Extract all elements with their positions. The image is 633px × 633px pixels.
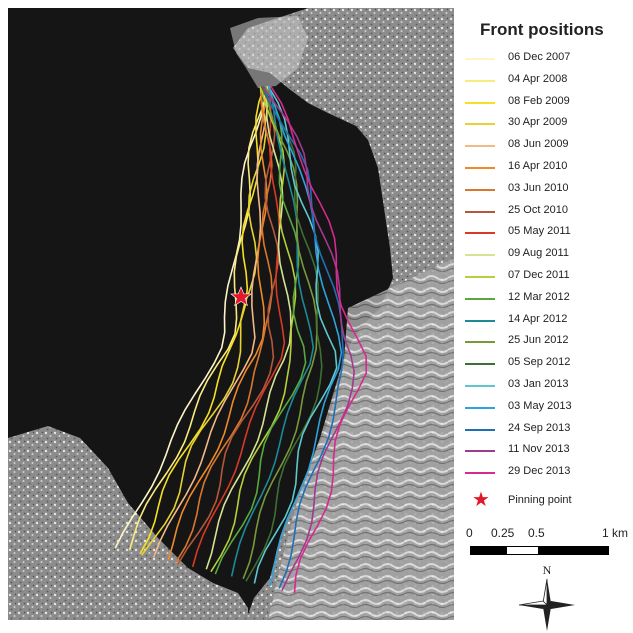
scale-bar: 0 0.25 0.5 1 km — [462, 526, 629, 566]
map-canvas — [8, 8, 454, 620]
front-line — [177, 85, 280, 566]
legend-label: 04 Apr 2008 — [508, 72, 568, 85]
front-line — [267, 85, 343, 587]
legend-row: 05 May 2011 — [462, 224, 627, 242]
front-line — [167, 85, 270, 561]
legend-row: 04 Apr 2008 — [462, 72, 627, 90]
scale-tick-1km: 1 km — [602, 526, 629, 540]
scale-tick-025: 0.25 — [491, 526, 515, 540]
legend-label: 11 Nov 2013 — [508, 443, 570, 456]
legend-swatch — [465, 123, 495, 126]
legend-swatch — [465, 363, 495, 366]
legend-label: 30 Apr 2009 — [508, 116, 568, 129]
front-lines — [114, 85, 368, 594]
legend-label: 07 Dec 2011 — [508, 269, 570, 281]
legend-swatch — [465, 167, 495, 169]
scale-tick-05: 0.5 — [528, 526, 545, 540]
legend-row: 25 Jun 2012 — [462, 333, 627, 351]
legend-swatch — [465, 210, 495, 213]
front-line — [191, 85, 286, 568]
scale-segment-1 — [470, 546, 507, 555]
legend-swatch — [465, 276, 495, 278]
legend-label: 25 Jun 2012 — [508, 334, 569, 347]
legend-row: 03 Jan 2013 — [462, 377, 627, 395]
legend-swatch — [465, 472, 495, 475]
pinning-point-label: Pinning point — [508, 494, 572, 506]
front-line — [175, 85, 273, 563]
scale-tick-0: 0 — [466, 526, 473, 540]
legend-label: 06 Dec 2007 — [508, 51, 571, 63]
legend-label: 03 May 2013 — [508, 399, 572, 412]
legend-row: 08 Feb 2009 — [462, 94, 627, 112]
legend-swatch — [465, 341, 495, 344]
legend-row: 29 Dec 2013 — [462, 464, 627, 482]
legend-swatch — [465, 58, 495, 60]
front-line — [269, 85, 368, 594]
legend-row: 03 May 2013 — [462, 399, 627, 417]
legend-swatch — [465, 450, 495, 453]
legend-row: 11 Nov 2013 — [462, 442, 627, 460]
legend-swatch — [465, 254, 495, 257]
front-line — [261, 85, 356, 591]
front-line — [245, 85, 323, 582]
legend-label: 03 Jan 2013 — [508, 378, 569, 390]
legend-row: 03 Jun 2010 — [462, 181, 627, 199]
front-line — [128, 85, 271, 551]
legend-label: 14 Apr 2012 — [508, 312, 568, 325]
legend-row: 09 Aug 2011 — [462, 246, 627, 264]
legend-label: 12 Mar 2012 — [508, 290, 570, 303]
legend-row: 30 Apr 2009 — [462, 115, 627, 133]
legend-label: 09 Aug 2011 — [508, 247, 569, 260]
north-label: N — [543, 563, 552, 577]
legend-panel: Front positions 06 Dec 2007 04 Apr 2008 08… — [462, 8, 629, 631]
legend-row: 25 Oct 2010 — [462, 203, 627, 221]
front-line — [114, 85, 267, 549]
pinning-point-star[interactable] — [230, 286, 252, 307]
legend-pinning-row: ★ Pinning point — [462, 489, 627, 511]
legend-title: Front positions — [480, 20, 604, 39]
legend-swatch — [465, 188, 495, 191]
front-line — [253, 85, 338, 584]
front-line — [230, 85, 315, 577]
legend-label: 05 Sep 2012 — [508, 356, 571, 369]
legend-row: 14 Apr 2012 — [462, 312, 627, 330]
satellite-map[interactable] — [8, 8, 454, 620]
legend-swatch — [465, 79, 495, 82]
front-line — [152, 85, 269, 558]
legend-label: 08 Jun 2009 — [508, 138, 569, 151]
legend-swatch — [465, 428, 495, 431]
legend-label: 24 Sep 2013 — [508, 421, 571, 434]
legend-swatch — [465, 385, 495, 387]
legend-swatch — [465, 406, 495, 409]
legend-row: 08 Jun 2009 — [462, 137, 627, 155]
legend-swatch — [465, 232, 495, 235]
legend-row: 12 Mar 2012 — [462, 290, 627, 308]
legend-row: 07 Dec 2011 — [462, 268, 627, 286]
legend-swatch — [465, 297, 495, 300]
legend-row: 16 Apr 2010 — [462, 159, 627, 177]
legend-label: 05 May 2011 — [508, 225, 571, 238]
pinning-point-icon: ★ — [472, 489, 490, 511]
scale-segment-2 — [506, 546, 539, 555]
legend-label: 25 Oct 2010 — [508, 203, 568, 216]
front-line — [141, 85, 267, 556]
legend-row: 05 Sep 2012 — [462, 355, 627, 373]
north-arrow: N — [518, 563, 575, 631]
legend-row: 24 Sep 2013 — [462, 421, 627, 439]
headland-top — [230, 16, 308, 88]
legend-swatch — [465, 145, 495, 148]
legend-row: 06 Dec 2007 — [462, 50, 627, 68]
compass-south-point — [543, 603, 551, 631]
legend-label: 08 Feb 2009 — [508, 94, 570, 107]
legend-label: 03 Jun 2010 — [508, 181, 569, 194]
legend-label: 29 Dec 2013 — [508, 465, 571, 478]
front-line — [262, 85, 345, 589]
compass-east-point — [547, 601, 575, 609]
scale-segment-3 — [538, 546, 609, 555]
legend-label: 16 Apr 2010 — [508, 160, 568, 172]
front-line — [214, 85, 307, 575]
legend-swatch — [465, 101, 495, 104]
legend-swatch — [465, 319, 495, 322]
